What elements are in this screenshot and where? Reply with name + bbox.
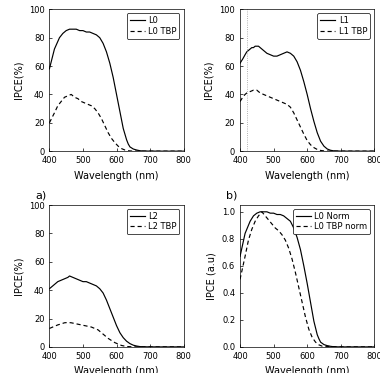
Y-axis label: IPCE(%): IPCE(%) bbox=[13, 257, 23, 295]
Y-axis label: IPCE(%): IPCE(%) bbox=[13, 61, 23, 100]
Legend: L2, L2 TBP: L2, L2 TBP bbox=[127, 209, 179, 234]
X-axis label: Wavelength (nm): Wavelength (nm) bbox=[265, 366, 350, 373]
Text: a): a) bbox=[35, 191, 47, 201]
X-axis label: Wavelength (nm): Wavelength (nm) bbox=[74, 170, 159, 181]
Legend: L0, L0 TBP: L0, L0 TBP bbox=[127, 13, 179, 38]
Y-axis label: IPCE (a.u): IPCE (a.u) bbox=[206, 252, 216, 300]
X-axis label: Wavelength (nm): Wavelength (nm) bbox=[265, 170, 350, 181]
X-axis label: Wavelength (nm): Wavelength (nm) bbox=[74, 366, 159, 373]
Y-axis label: IPCE(%): IPCE(%) bbox=[204, 61, 214, 100]
Legend: L0 Norm, L0 TBP norm: L0 Norm, L0 TBP norm bbox=[293, 209, 370, 234]
Legend: L1, L1 TBP: L1, L1 TBP bbox=[317, 13, 370, 38]
Text: b): b) bbox=[226, 191, 238, 201]
